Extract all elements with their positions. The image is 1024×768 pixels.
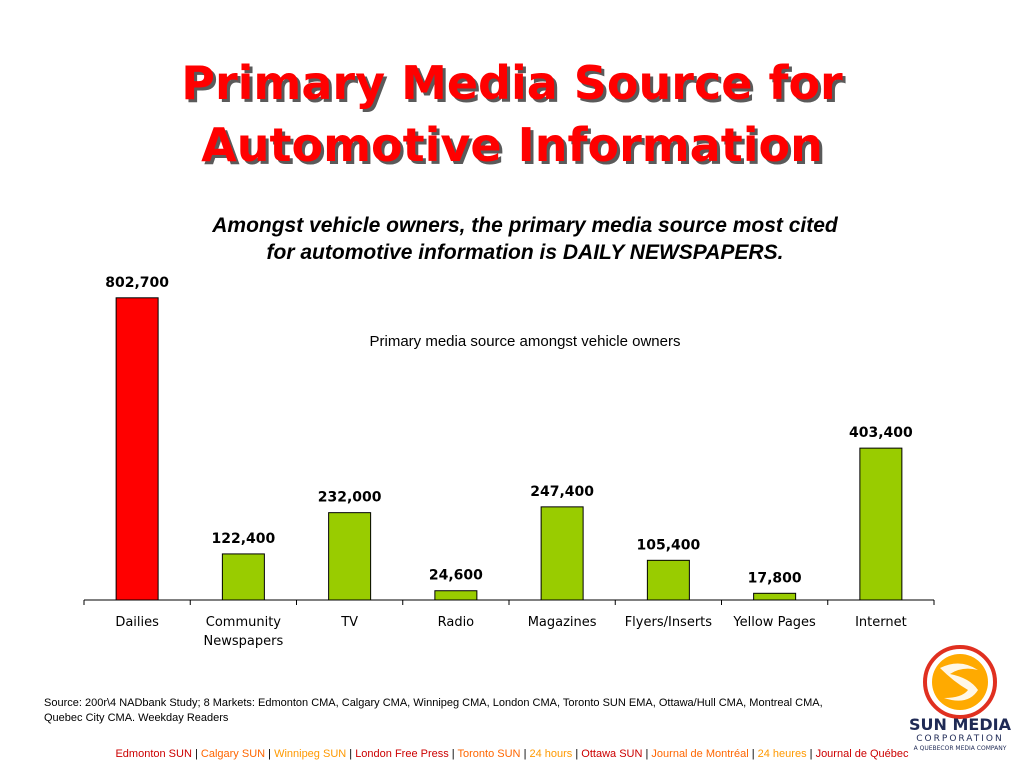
- sun-media-logo: [923, 645, 997, 719]
- logo-tagline: A QUEBECOR MEDIA COMPANY: [913, 745, 1007, 752]
- data-label: 122,400: [211, 531, 275, 547]
- x-tick-label: Radio: [438, 615, 475, 630]
- bar-dailies: [115, 297, 159, 601]
- bar-radio: [434, 590, 478, 601]
- chart-title: Primary media source amongst vehicle own…: [370, 333, 681, 350]
- footer-publication: 24 hours: [529, 748, 573, 760]
- publication-footer: Edmonton SUN | Calgary SUN | Winnipeg SU…: [0, 748, 1024, 760]
- footer-publication: Ottawa SUN: [581, 748, 643, 760]
- x-tick-label: TV: [340, 615, 358, 630]
- subtitle-line-1: Amongst vehicle owners, the primary medi…: [212, 214, 838, 237]
- bar-magazines: [540, 506, 584, 601]
- subtitle-line-2: for automotive information is DAILY NEWS…: [266, 241, 784, 264]
- x-tick-label: Dailies: [115, 615, 159, 630]
- footer-publication: 24 heures: [757, 748, 807, 760]
- x-tick-label: Flyers/Inserts: [625, 615, 713, 630]
- data-label: 802,700: [105, 275, 169, 291]
- data-label: 232,000: [318, 490, 382, 506]
- title-line-1: Primary Media Source for: [181, 56, 843, 110]
- x-tick-label: Magazines: [528, 615, 597, 630]
- x-tick-label: Newspapers: [204, 634, 284, 649]
- bar-tv: [328, 512, 372, 601]
- footer-separator: |: [748, 748, 758, 760]
- footer-publication: Edmonton SUN: [115, 748, 192, 760]
- bar-community-newspapers: [221, 553, 265, 601]
- footer-separator: |: [520, 748, 530, 760]
- source-line-2: Quebec City CMA. Weekday Readers: [44, 712, 229, 724]
- logo-corporation: CORPORATION: [916, 734, 1004, 744]
- slide-title: Primary Media Source for Automotive Info…: [0, 52, 1024, 176]
- footer-publication: Toronto SUN: [457, 748, 521, 760]
- footer-publication: Calgary SUN: [200, 748, 266, 760]
- bar-yellow-pages: [753, 592, 797, 601]
- data-label: 24,600: [429, 568, 483, 584]
- footer-publication: Journal de Québec: [815, 748, 909, 760]
- footer-separator: |: [191, 748, 201, 760]
- source-note: Source: 200r\4 NADbank Study; 8 Markets:…: [44, 696, 884, 726]
- x-tick-label: Community: [206, 615, 282, 630]
- footer-separator: |: [265, 748, 275, 760]
- x-tick-label: Internet: [855, 615, 907, 630]
- bar-internet: [859, 447, 903, 601]
- x-tick-label: Yellow Pages: [732, 615, 816, 630]
- bar-flyers-inserts: [646, 559, 690, 601]
- footer-publication: Winnipeg SUN: [274, 748, 347, 760]
- logo-name: SUN MEDIA: [909, 715, 1011, 734]
- data-label: 403,400: [849, 425, 913, 441]
- footer-separator: |: [806, 748, 816, 760]
- footer-publication: London Free Press: [355, 748, 449, 760]
- footer-separator: |: [572, 748, 582, 760]
- footer-separator: |: [448, 748, 458, 760]
- data-label: 105,400: [636, 537, 700, 553]
- logo-ring: [923, 645, 997, 719]
- source-line-1: Source: 200r\4 NADbank Study; 8 Markets:…: [44, 697, 823, 709]
- footer-publication: Journal de Montréal: [651, 748, 749, 760]
- footer-separator: |: [346, 748, 356, 760]
- data-label: 247,400: [530, 484, 594, 500]
- logo-wordmark: SUN MEDIA CORPORATION A QUEBECOR MEDIA C…: [905, 716, 1015, 753]
- logo-swoosh: [940, 663, 978, 701]
- bar-chart: Primary media source amongst vehicle own…: [83, 275, 935, 649]
- data-label: 17,800: [748, 570, 802, 586]
- title-line-2: Automotive Information: [201, 118, 823, 172]
- slide-subtitle: Amongst vehicle owners, the primary medi…: [110, 212, 940, 266]
- footer-separator: |: [642, 748, 652, 760]
